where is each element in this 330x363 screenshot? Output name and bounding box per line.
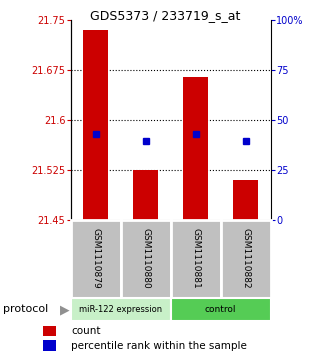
Bar: [183, 77, 208, 220]
Bar: [71, 220, 121, 298]
Bar: [133, 170, 158, 220]
Text: GSM1110882: GSM1110882: [241, 228, 250, 289]
Bar: [233, 180, 258, 220]
Bar: [43, 340, 56, 351]
Bar: [221, 220, 271, 298]
Text: GDS5373 / 233719_s_at: GDS5373 / 233719_s_at: [90, 9, 240, 22]
Text: control: control: [205, 305, 236, 314]
Bar: [121, 220, 171, 298]
Text: miR-122 expression: miR-122 expression: [79, 305, 162, 314]
Text: percentile rank within the sample: percentile rank within the sample: [71, 340, 247, 351]
Bar: [71, 298, 171, 321]
Bar: [171, 220, 221, 298]
Text: protocol: protocol: [3, 305, 49, 314]
Text: GSM1110881: GSM1110881: [191, 228, 200, 289]
Text: ▶: ▶: [59, 303, 69, 316]
Text: GSM1110880: GSM1110880: [141, 228, 150, 289]
Bar: [43, 326, 56, 336]
Text: count: count: [71, 326, 100, 336]
Bar: [83, 30, 108, 220]
Bar: [171, 298, 271, 321]
Text: GSM1110879: GSM1110879: [91, 228, 100, 289]
